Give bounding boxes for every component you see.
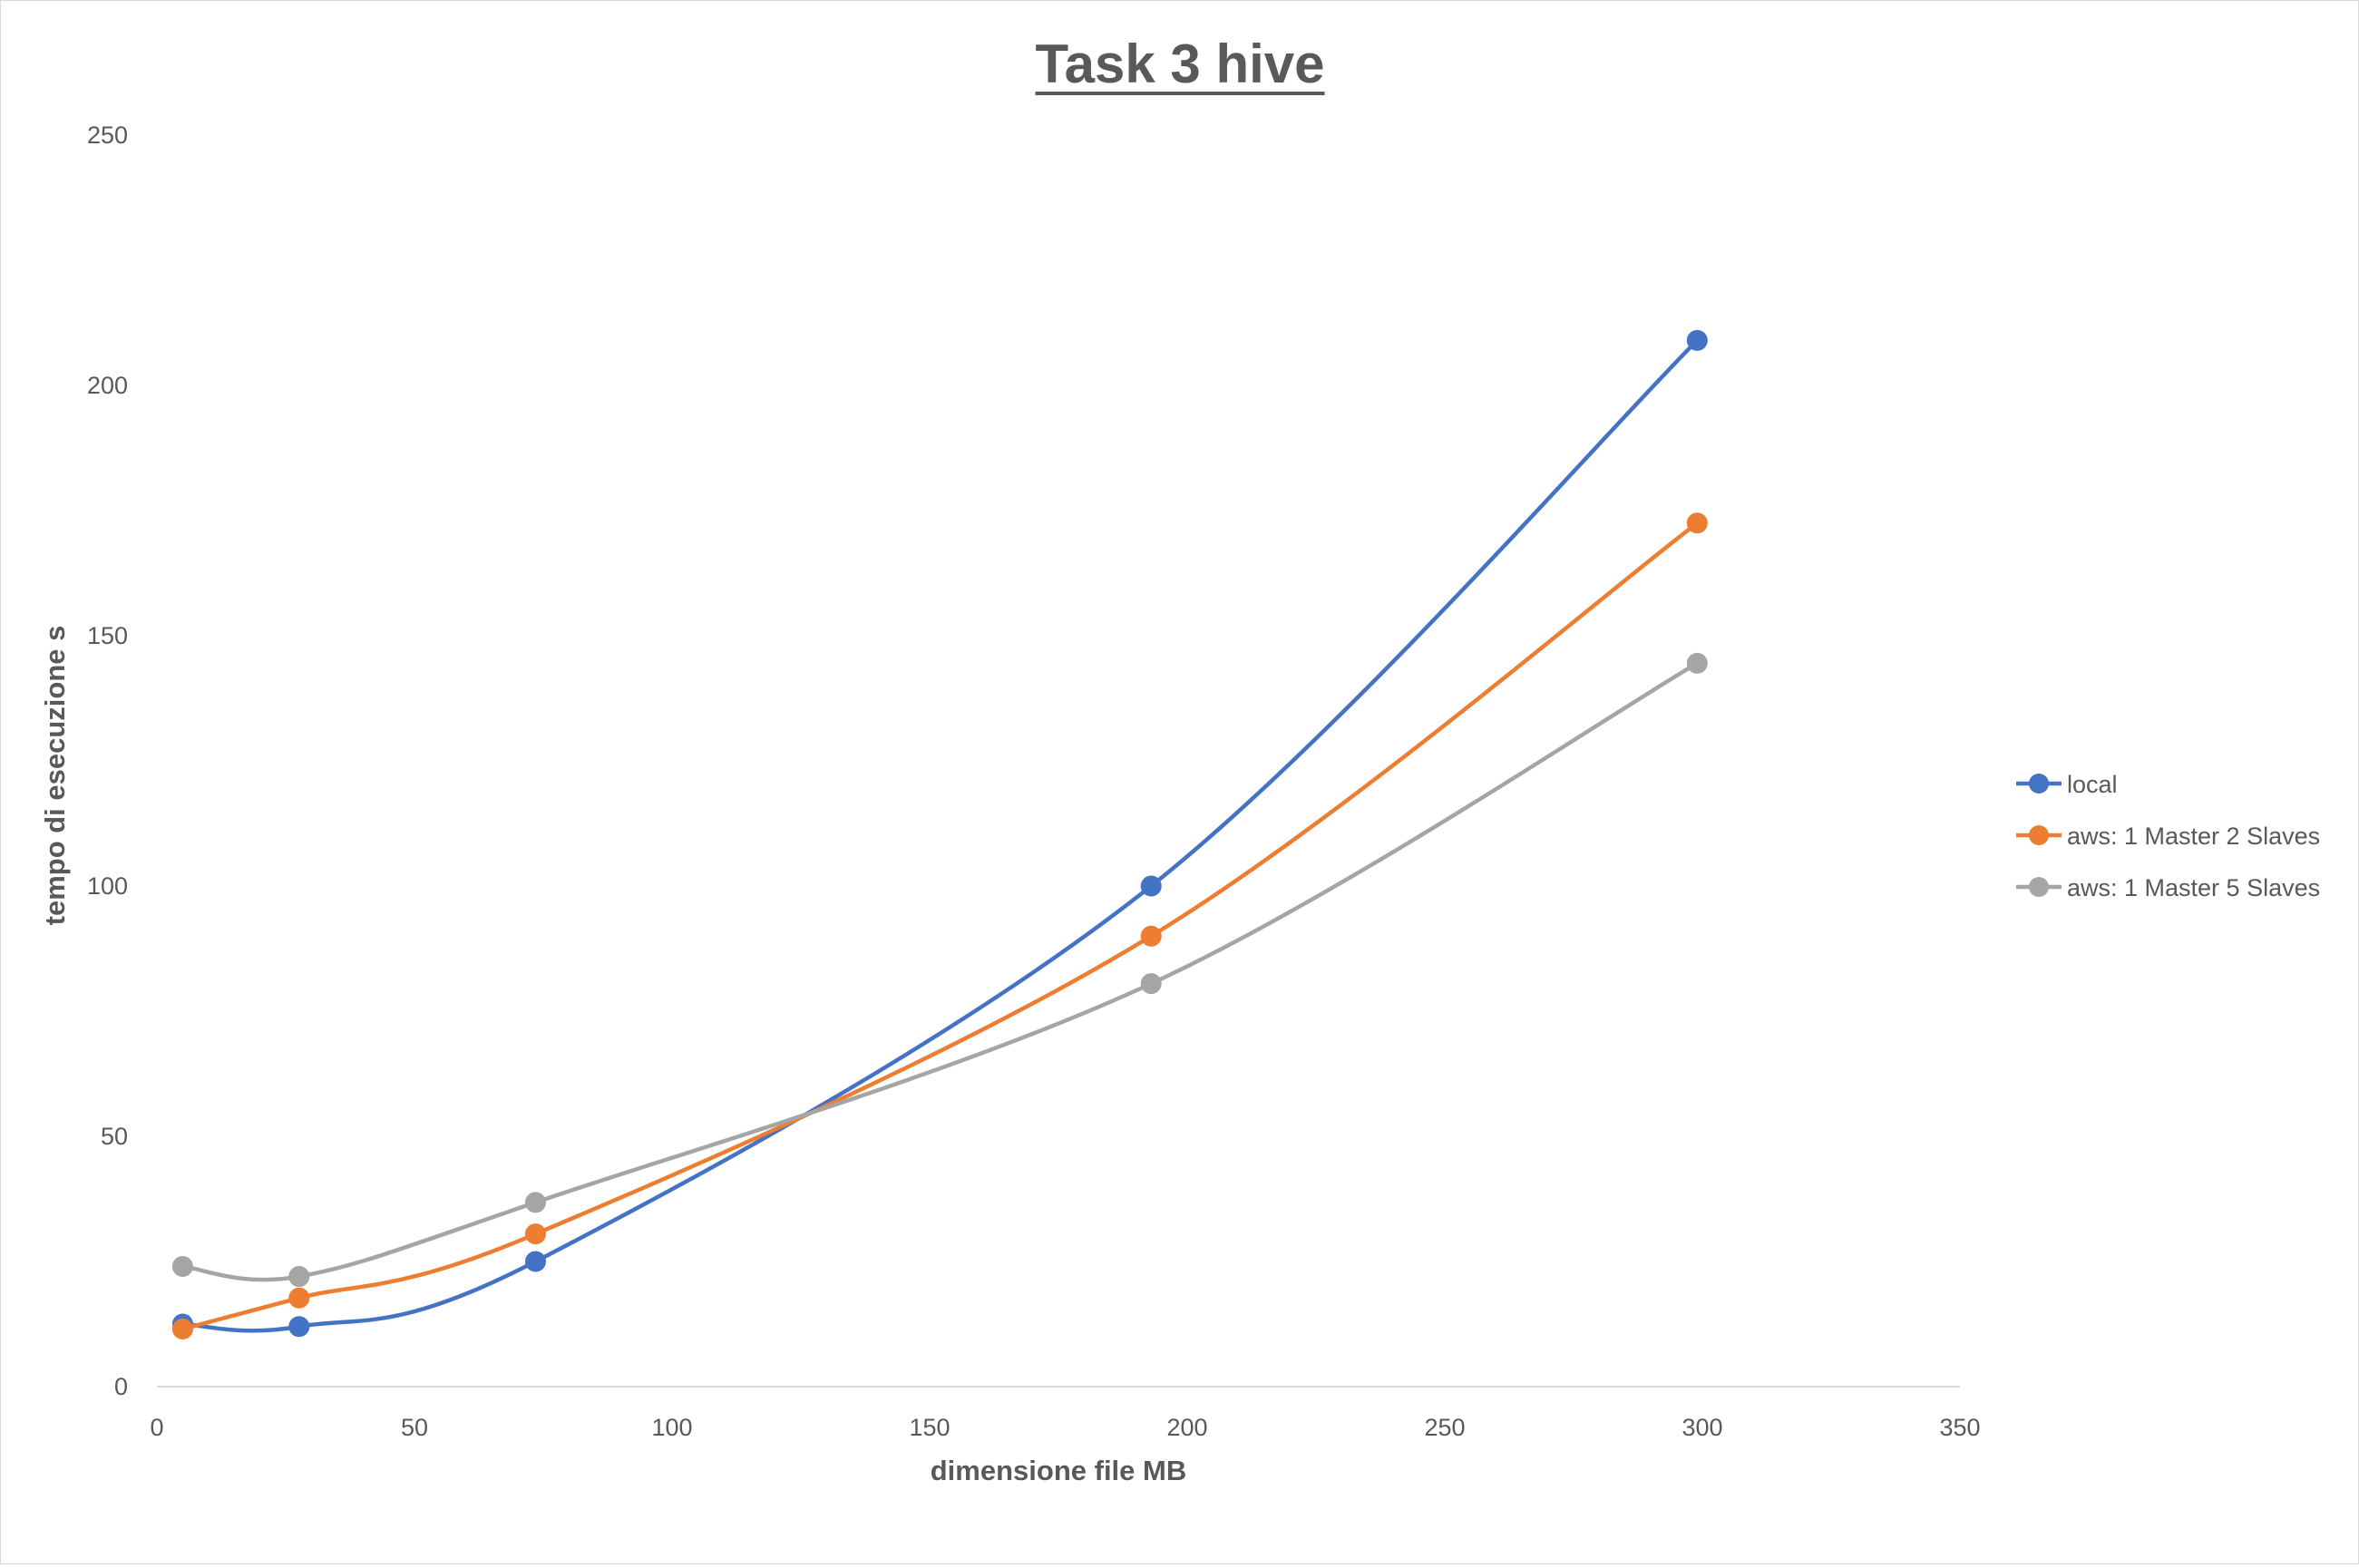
legend-item: aws: 1 Master 5 Slaves [2016, 874, 2320, 901]
y-axis-ticks: 0 50 100 150 200 250 [87, 122, 128, 1400]
legend-item: aws: 1 Master 2 Slaves [2016, 823, 2320, 850]
data-point [1686, 329, 1708, 351]
legend-label: aws: 1 Master 5 Slaves [2067, 874, 2320, 901]
series-2 [171, 512, 1708, 1340]
data-point [1686, 652, 1708, 674]
series-line [180, 661, 1700, 1282]
x-axis-title: dimensione file MB [931, 1455, 1186, 1486]
x-tick-label: 0 [150, 1414, 163, 1441]
legend-label: aws: 1 Master 2 Slaves [2067, 823, 2320, 850]
y-tick-label: 250 [87, 122, 128, 149]
data-point [288, 1316, 310, 1338]
x-tick-label: 300 [1682, 1414, 1722, 1441]
x-axis-ticks: 0 50 100 150 200 250 300 350 [150, 1414, 1980, 1441]
x-tick-label: 200 [1166, 1414, 1207, 1441]
data-point [1140, 875, 1162, 897]
series-3 [171, 652, 1708, 1288]
legend: local aws: 1 Master 2 Slaves aws: 1 Master… [2016, 771, 2320, 901]
data-point [524, 1251, 546, 1272]
y-tick-label: 200 [87, 372, 128, 399]
data-point [524, 1223, 546, 1245]
legend-marker [2029, 825, 2049, 845]
y-tick-label: 100 [87, 872, 128, 900]
legend-item: local [2016, 771, 2118, 798]
data-point [288, 1266, 310, 1288]
data-point [1140, 925, 1162, 947]
chart-title: Task 3 hive [1035, 34, 1324, 94]
legend-marker [2029, 774, 2049, 794]
data-point [1140, 973, 1162, 995]
x-tick-label: 150 [909, 1414, 950, 1441]
legend-marker [2029, 877, 2049, 897]
data-point [524, 1192, 546, 1213]
y-tick-label: 150 [87, 622, 128, 649]
data-point [288, 1287, 310, 1309]
x-tick-label: 50 [401, 1414, 428, 1441]
x-tick-label: 350 [1939, 1414, 1980, 1441]
data-point [171, 1319, 193, 1340]
data-point [171, 1256, 193, 1278]
x-tick-label: 250 [1424, 1414, 1465, 1441]
series-layer [171, 329, 1708, 1340]
series-line [180, 338, 1700, 1333]
y-axis-title: tempo di esecuzione s [39, 626, 71, 926]
data-point [1686, 512, 1708, 534]
x-tick-label: 100 [651, 1414, 692, 1441]
y-tick-label: 50 [101, 1123, 128, 1150]
series-1 [171, 329, 1708, 1338]
series-line [180, 521, 1700, 1331]
legend-label: local [2067, 771, 2118, 798]
y-tick-label: 0 [114, 1373, 128, 1400]
